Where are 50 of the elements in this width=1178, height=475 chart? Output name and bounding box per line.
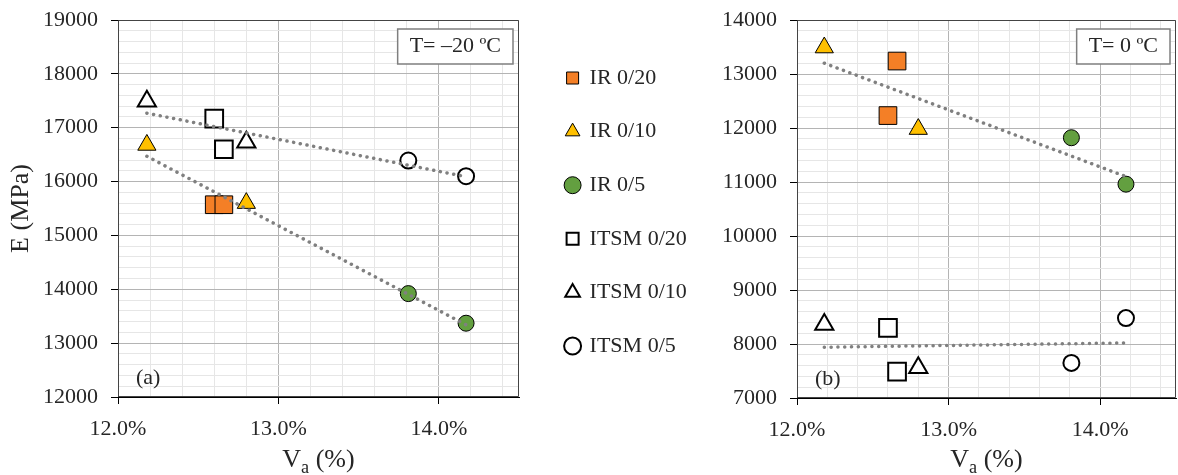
y-tick-label: 17000	[43, 113, 98, 139]
x-tick-label: 14.0%	[1071, 415, 1129, 441]
x-tick-label: 14.0%	[410, 414, 468, 440]
y-tick-label: 14000	[722, 5, 777, 31]
annotation: T= 0 ºC	[1088, 32, 1158, 58]
x-tick-label: 12.0%	[89, 414, 147, 440]
point	[878, 106, 898, 125]
point	[457, 167, 476, 186]
y-tick-label: 18000	[43, 59, 98, 85]
x-axis-title: V$_{a}$ (%)	[282, 444, 355, 475]
y-tick-label: 19000	[43, 5, 98, 31]
point	[1062, 353, 1081, 372]
annotation: T= –20 ºC	[409, 32, 501, 58]
point	[204, 108, 225, 129]
point	[1117, 175, 1135, 193]
x-tick-label: 12.0%	[768, 415, 826, 441]
point	[214, 195, 234, 215]
annotation: (b)	[815, 364, 841, 390]
legend-label: IR 0/20	[589, 63, 657, 89]
legend-label: ITSM 0/10	[589, 278, 687, 304]
point	[399, 285, 417, 303]
y-tick-label: 8000	[733, 329, 777, 355]
point	[887, 51, 907, 71]
x-axis-title: V$_{a}$ (%)	[950, 444, 1023, 475]
y-tick-label: 12000	[722, 113, 777, 139]
legend-label: IR 0/5	[589, 170, 646, 196]
x-tick-label: 13.0%	[920, 415, 978, 441]
point	[457, 314, 475, 332]
y-tick-label: 14000	[43, 275, 98, 301]
y-tick-label: 13000	[43, 328, 98, 354]
y-tick-label: 11000	[722, 167, 777, 193]
y-axis-title: E (MPa)	[5, 164, 35, 253]
y-tick-label: 13000	[722, 59, 777, 85]
point	[878, 317, 898, 338]
legend-label: ITSM 0/20	[589, 224, 687, 250]
point	[1116, 309, 1135, 328]
y-tick-label: 10000	[722, 221, 777, 247]
y-tick-label: 16000	[43, 167, 98, 193]
point	[214, 139, 234, 160]
annotation: (a)	[136, 363, 161, 389]
point	[1062, 129, 1080, 147]
point	[908, 356, 929, 375]
y-tick-label: 12000	[43, 382, 98, 408]
x-tick-label: 13.0%	[249, 414, 307, 440]
legend-label: ITSM 0/5	[589, 331, 676, 357]
point	[887, 361, 907, 382]
y-tick-label: 9000	[733, 275, 777, 301]
legend-label: IR 0/10	[589, 117, 657, 143]
y-tick-label: 7000	[733, 383, 777, 409]
y-tick-label: 15000	[43, 221, 98, 247]
